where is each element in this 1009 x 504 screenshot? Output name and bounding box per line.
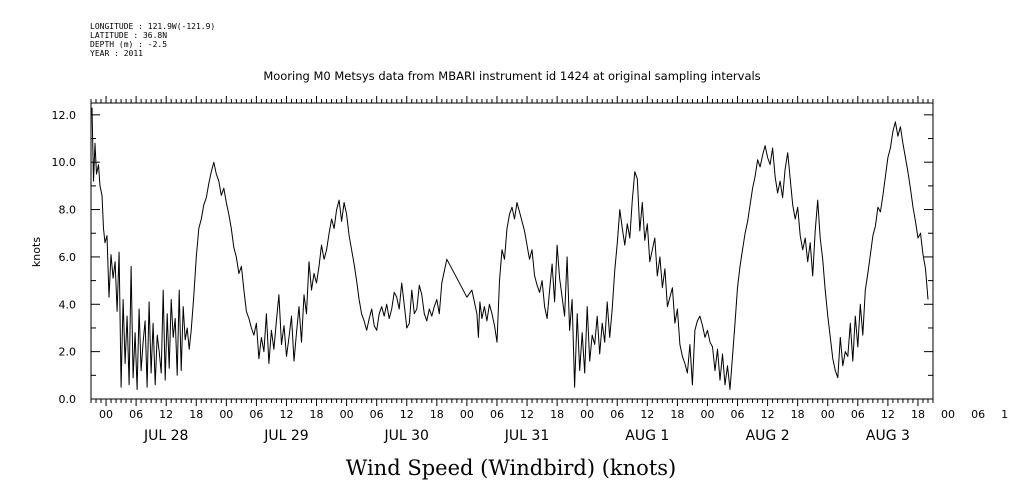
x-tick-label: 18 <box>791 408 805 421</box>
x-tick-label: 18 <box>310 408 324 421</box>
y-tick-label: 6.0 <box>59 251 77 264</box>
x-tick-label: 06 <box>851 408 865 421</box>
x-day-label: JUL 28 <box>143 428 188 444</box>
x-tick-label: 00 <box>460 408 474 421</box>
chart-title: Mooring M0 Metsys data from MBARI instru… <box>263 69 760 83</box>
y-axis-label: knots <box>30 237 43 267</box>
x-tick-label: 12 <box>881 408 895 421</box>
x-tick-label: 12 <box>640 408 654 421</box>
y-tick-label: 4.0 <box>59 298 77 311</box>
y-tick-label: 8.0 <box>59 204 77 217</box>
x-tick-label: 12 <box>1001 408 1009 421</box>
x-day-label: AUG 1 <box>625 428 669 444</box>
x-tick-label: 18 <box>911 408 925 421</box>
x-tick-label: 00 <box>821 408 835 421</box>
x-day-label: JUL 31 <box>504 428 549 444</box>
x-tick-label: 18 <box>550 408 564 421</box>
x-tick-label: 06 <box>610 408 624 421</box>
x-tick-label: 00 <box>941 408 955 421</box>
x-tick-label: 06 <box>129 408 143 421</box>
x-day-label: JUL 30 <box>384 428 429 444</box>
y-tick-label: 12.0 <box>52 109 77 122</box>
x-tick-label: 12 <box>400 408 414 421</box>
x-tick-label: 00 <box>99 408 113 421</box>
x-tick-label: 00 <box>580 408 594 421</box>
x-tick-label: 18 <box>430 408 444 421</box>
x-day-label: AUG 2 <box>746 428 790 444</box>
x-tick-label: 12 <box>520 408 534 421</box>
x-tick-label: 18 <box>189 408 203 421</box>
y-tick-label: 2.0 <box>59 346 77 359</box>
x-tick-label: 18 <box>670 408 684 421</box>
x-tick-label: 06 <box>731 408 745 421</box>
x-tick-label: 12 <box>761 408 775 421</box>
x-tick-label: 12 <box>279 408 293 421</box>
x-day-label: JUL 29 <box>263 428 308 444</box>
year-line: YEAR : 2011 <box>90 49 143 58</box>
chart-caption: Wind Speed (Windbird) (knots) <box>346 456 676 480</box>
wind-speed-line <box>91 107 929 390</box>
longitude-line: LONGITUDE : 121.9W(-121.9) <box>90 22 216 31</box>
axis-ticks <box>90 96 934 406</box>
x-tick-label: 00 <box>219 408 233 421</box>
y-tick-label: 0.0 <box>59 393 77 406</box>
x-tick-label: 06 <box>490 408 504 421</box>
x-day-label: AUG 3 <box>866 428 910 444</box>
metadata-header: LONGITUDE : 121.9W(-121.9) LATITUDE : 36… <box>90 22 215 58</box>
x-tick-label: 12 <box>159 408 173 421</box>
x-tick-label: 06 <box>249 408 263 421</box>
latitude-line: LATITUDE : 36.8N <box>90 31 168 40</box>
axis-labels: 00 06 12 18 00 06 12 18 00 06 12 18 00 06 12 18 00 06 12 18… <box>52 109 1009 444</box>
y-tick-label: 10.0 <box>52 156 77 169</box>
x-tick-label: 06 <box>971 408 985 421</box>
x-tick-label: 00 <box>340 408 354 421</box>
data-series <box>91 107 929 390</box>
x-tick-label: 06 <box>370 408 384 421</box>
x-tick-label: 00 <box>700 408 714 421</box>
depth-line: DEPTH (m) : -2.5 <box>90 40 168 49</box>
